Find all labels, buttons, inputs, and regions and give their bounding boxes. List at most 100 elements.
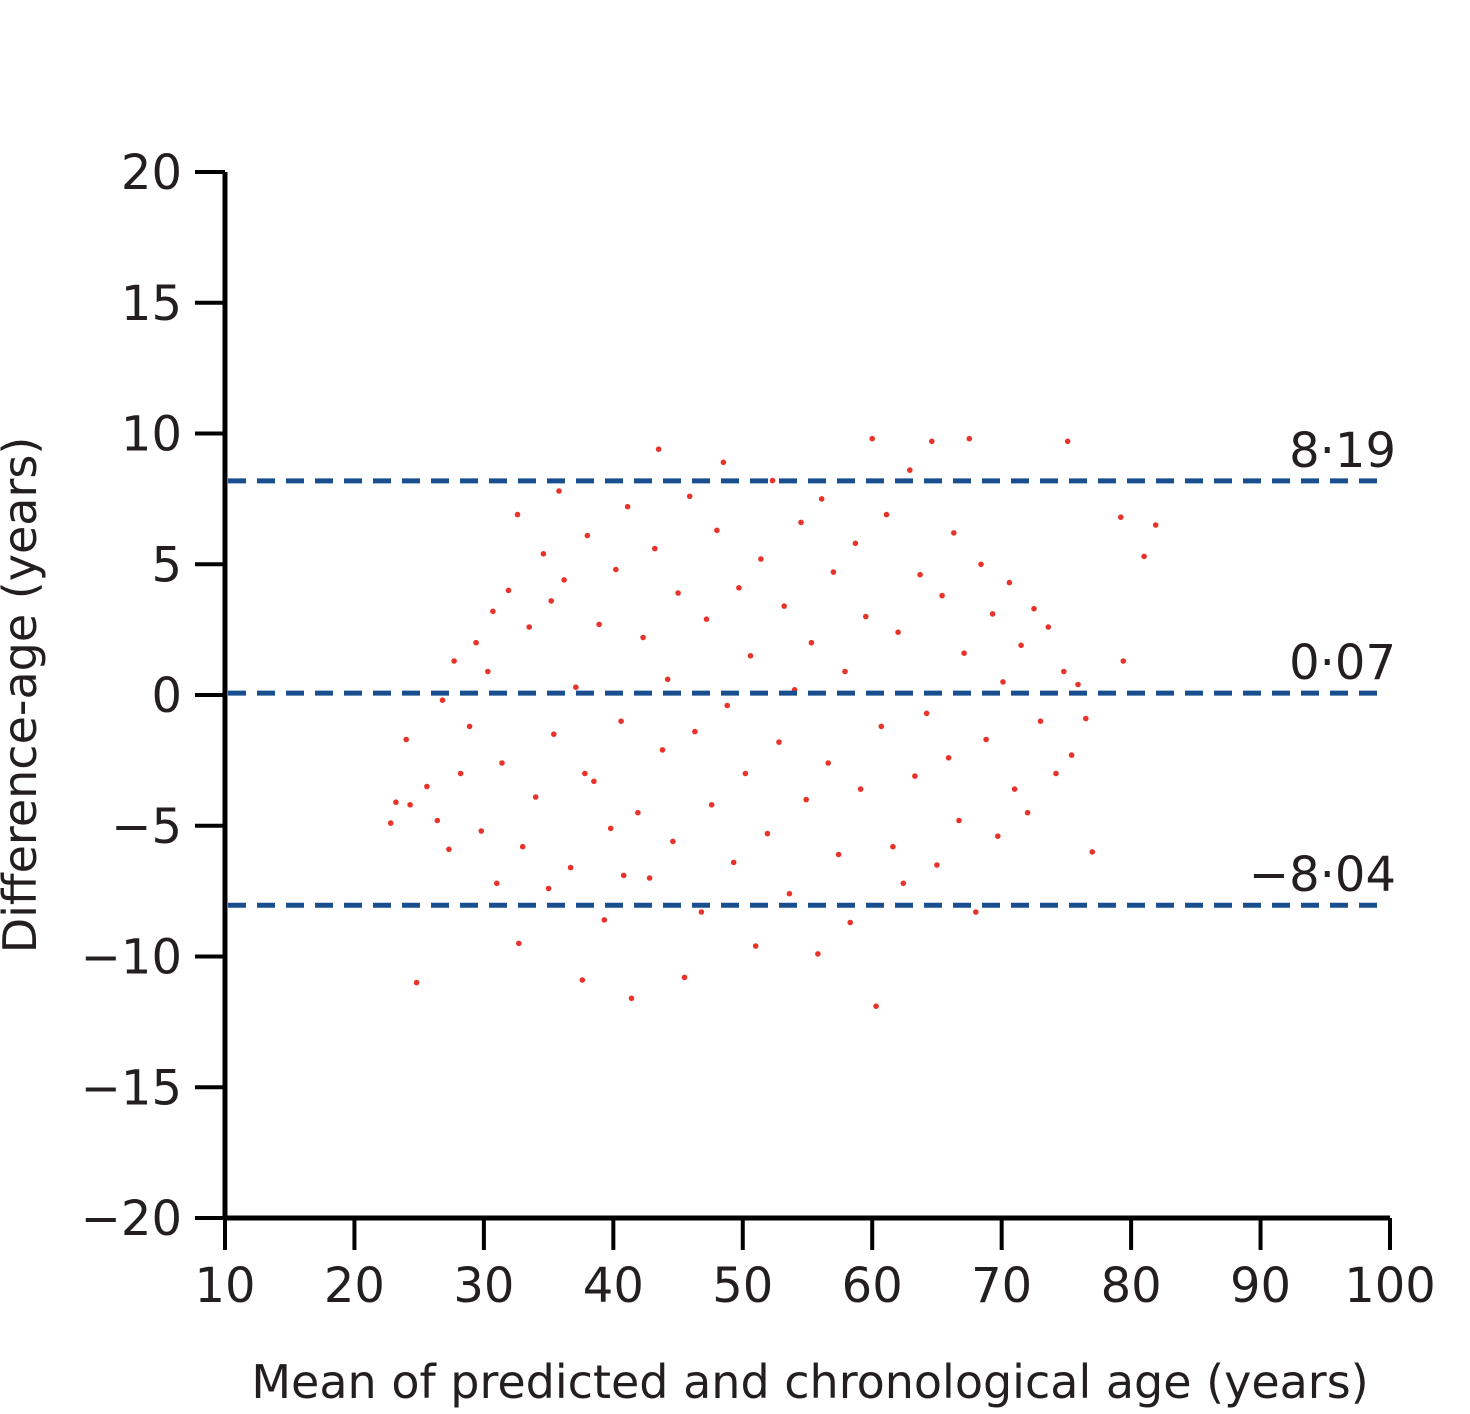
data-point bbox=[869, 435, 875, 442]
data-point bbox=[624, 503, 631, 510]
data-point bbox=[698, 909, 705, 915]
data-point bbox=[818, 496, 825, 502]
data-point bbox=[1141, 553, 1147, 560]
data-point bbox=[852, 540, 859, 547]
data-point bbox=[675, 590, 681, 596]
data-point bbox=[628, 995, 635, 1002]
data-point bbox=[708, 802, 715, 808]
y-tick-label: 15 bbox=[121, 276, 182, 332]
data-point bbox=[752, 943, 759, 949]
data-point bbox=[655, 446, 662, 453]
reference-line-label: 8·19 bbox=[1289, 423, 1396, 479]
data-point bbox=[646, 875, 653, 881]
data-point bbox=[567, 864, 574, 871]
data-point bbox=[747, 653, 754, 659]
data-point bbox=[1053, 770, 1059, 777]
data-point bbox=[945, 755, 952, 761]
data-point bbox=[582, 770, 588, 777]
data-point bbox=[505, 587, 512, 594]
data-point bbox=[516, 940, 522, 947]
data-point bbox=[434, 817, 441, 824]
data-point bbox=[781, 603, 787, 609]
x-tick-label: 80 bbox=[1101, 1258, 1162, 1314]
data-point bbox=[1152, 522, 1159, 528]
data-point bbox=[1068, 752, 1075, 758]
x-axis-title: Mean of predicted and chronological age … bbox=[251, 1355, 1368, 1409]
data-point bbox=[499, 760, 505, 766]
data-point bbox=[485, 668, 491, 675]
x-tick-label: 10 bbox=[194, 1258, 255, 1314]
data-point bbox=[519, 843, 526, 850]
data-point bbox=[825, 760, 831, 766]
data-point bbox=[1064, 438, 1071, 445]
data-point bbox=[724, 702, 730, 709]
data-point bbox=[403, 736, 410, 743]
x-tick-label: 20 bbox=[324, 1258, 385, 1314]
data-point bbox=[730, 859, 737, 866]
data-point bbox=[907, 467, 913, 473]
data-point bbox=[742, 770, 749, 777]
y-tick-label: 10 bbox=[121, 407, 182, 463]
data-point bbox=[912, 773, 918, 779]
x-tick-label: 50 bbox=[712, 1258, 773, 1314]
y-tick-label: −10 bbox=[81, 930, 182, 986]
data-point bbox=[815, 951, 821, 957]
data-point bbox=[983, 736, 989, 743]
data-point bbox=[1018, 642, 1024, 649]
data-point bbox=[1000, 679, 1006, 685]
data-point bbox=[556, 488, 562, 494]
data-point bbox=[1075, 681, 1081, 688]
data-point bbox=[545, 885, 552, 892]
data-point bbox=[758, 556, 764, 562]
data-point bbox=[703, 616, 710, 622]
data-point bbox=[670, 838, 676, 845]
data-point bbox=[640, 634, 646, 641]
data-point bbox=[895, 629, 901, 635]
data-point bbox=[830, 569, 837, 575]
data-point bbox=[664, 676, 671, 683]
x-tick-label: 90 bbox=[1230, 1258, 1291, 1314]
data-point bbox=[446, 846, 452, 853]
data-point bbox=[966, 435, 973, 442]
data-point bbox=[473, 639, 479, 646]
data-point bbox=[995, 833, 1001, 839]
data-point bbox=[591, 778, 597, 785]
data-point bbox=[736, 585, 742, 591]
data-point bbox=[835, 851, 842, 858]
data-point bbox=[1031, 605, 1037, 612]
data-point bbox=[1089, 849, 1096, 855]
data-point bbox=[618, 718, 624, 724]
data-point bbox=[989, 611, 996, 617]
data-point bbox=[842, 668, 848, 675]
y-axis-title: Difference-age (years) bbox=[0, 437, 47, 954]
data-point bbox=[803, 796, 809, 803]
y-tick-label: 20 bbox=[121, 145, 182, 201]
data-point bbox=[478, 828, 485, 834]
data-point bbox=[387, 820, 394, 826]
data-point bbox=[720, 459, 727, 466]
x-tick-label: 100 bbox=[1344, 1258, 1436, 1314]
data-point bbox=[490, 608, 496, 615]
data-point bbox=[561, 577, 567, 583]
data-point bbox=[923, 710, 930, 717]
data-point bbox=[548, 598, 554, 604]
data-point bbox=[808, 639, 815, 646]
x-ticks: 10 20 30 40 50 60 70 80 90 100 bbox=[194, 1218, 1436, 1314]
data-point bbox=[659, 747, 666, 753]
data-point bbox=[573, 684, 579, 690]
data-point bbox=[413, 979, 420, 986]
data-point bbox=[764, 830, 771, 837]
data-point bbox=[786, 890, 793, 897]
y-ticks: 20 15 10 5 0 −5 −10 −15 −20 bbox=[81, 145, 225, 1247]
data-point bbox=[978, 561, 984, 568]
data-point bbox=[878, 723, 885, 730]
data-point bbox=[407, 802, 413, 808]
x-tick-label: 70 bbox=[971, 1258, 1032, 1314]
data-point bbox=[1083, 715, 1089, 722]
data-point bbox=[934, 862, 940, 868]
data-point bbox=[951, 530, 957, 536]
y-tick-label: −20 bbox=[81, 1191, 182, 1247]
data-point bbox=[532, 794, 539, 800]
data-point bbox=[466, 723, 473, 730]
data-point bbox=[883, 511, 890, 518]
